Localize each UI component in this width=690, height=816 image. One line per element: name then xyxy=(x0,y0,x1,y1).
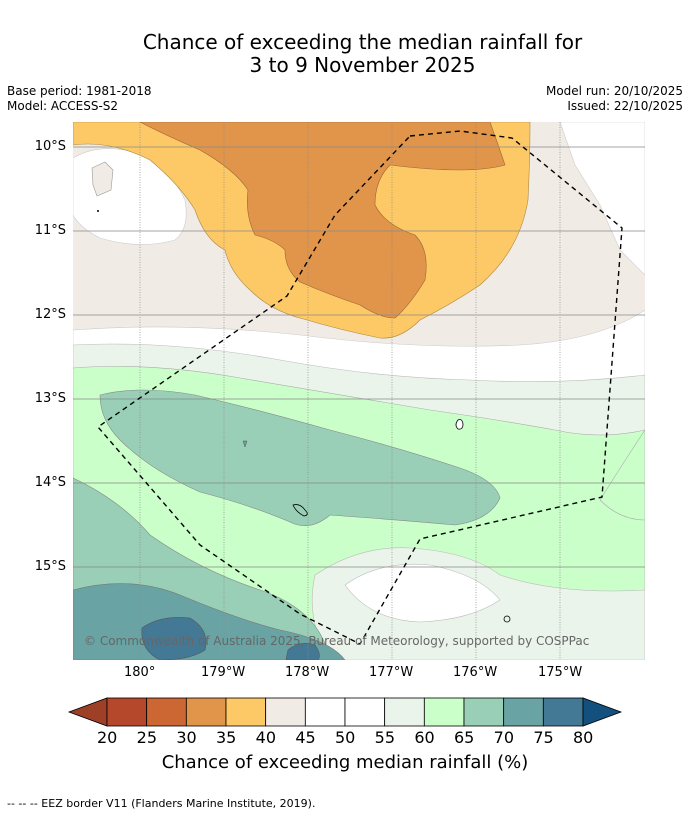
chart-title: Chance of exceeding the median rainfall … xyxy=(0,31,690,77)
title-line-1: Chance of exceeding the median rainfall … xyxy=(142,30,583,54)
colorbar-title: Chance of exceeding median rainfall (%) xyxy=(161,752,529,773)
lon-label: 179°W xyxy=(201,665,246,680)
lat-label: 15°S xyxy=(34,559,66,574)
model-run: Model run: 20/10/2025 xyxy=(545,84,683,98)
colorbar-tick-label: 35 xyxy=(216,728,237,747)
lon-label: 177°W xyxy=(369,665,414,680)
issued-date: Issued: 22/10/2025 xyxy=(567,99,683,113)
colorbar-cell xyxy=(146,697,187,727)
lat-label: 10°S xyxy=(34,139,66,154)
model-name: Model: ACCESS-S2 xyxy=(7,99,119,113)
meta-right: Model run: 20/10/2025 Issued: 22/10/2025 xyxy=(546,84,683,114)
lon-label: 178°W xyxy=(285,665,330,680)
band-60-65-right xyxy=(599,429,645,521)
lat-label: 11°S xyxy=(34,223,66,238)
colorbar-tick-label: 45 xyxy=(295,728,316,747)
base-period: Base period: 1981-2018 xyxy=(7,84,152,98)
rainfall-map xyxy=(73,122,645,660)
colorbar-cell xyxy=(423,697,465,727)
colorbar-cell xyxy=(106,697,148,727)
colorbar-cell xyxy=(542,697,584,727)
colorbar-tick-label: 40 xyxy=(255,728,277,747)
band-45-55-upper-right xyxy=(559,122,645,276)
colorbar-over-arrow xyxy=(582,697,623,727)
meta-left: Base period: 1981-2018 Model: ACCESS-S2 xyxy=(7,84,152,114)
colorbar-tick-label: 30 xyxy=(176,728,197,747)
colorbar-under-arrow xyxy=(67,697,108,727)
colorbar-tick-label: 20 xyxy=(97,728,118,747)
band-75-80-a xyxy=(141,617,207,660)
gridlines xyxy=(73,122,645,660)
colorbar-cell xyxy=(384,697,425,727)
colorbar-cell xyxy=(225,697,267,727)
band-30-35 xyxy=(139,122,506,319)
lon-label: 176°W xyxy=(453,665,498,680)
colorbar-tick-label: 70 xyxy=(493,728,515,747)
island-a xyxy=(455,419,464,430)
lon-label: 175°W xyxy=(538,665,583,680)
lon-label: 180° xyxy=(124,665,156,680)
colorbar-cell xyxy=(185,697,227,727)
copyright-notice: © Commonwealth of Australia 2025, Bureau… xyxy=(84,634,590,648)
lat-label: 14°S xyxy=(34,475,66,490)
lat-label: 12°S xyxy=(34,307,66,322)
colorbar-cell xyxy=(304,697,346,727)
island-c xyxy=(503,615,511,623)
colorbar-cell xyxy=(265,697,306,727)
colorbar-cell xyxy=(463,697,505,727)
small-patch xyxy=(91,161,114,197)
colorbar-tick-label: 80 xyxy=(573,728,594,747)
island-d xyxy=(242,440,248,448)
colorbar xyxy=(67,697,623,727)
island-b xyxy=(292,504,308,517)
band-65-70-mid xyxy=(99,389,501,527)
footnote: -- -- -- EEZ border V11 (Flanders Marine… xyxy=(7,797,316,810)
colorbar-tick-label: 60 xyxy=(414,728,435,747)
colorbar-tick-label: 55 xyxy=(374,728,396,747)
title-line-2: 3 to 9 November 2025 xyxy=(249,53,476,77)
colorbar-tick-label: 50 xyxy=(335,728,356,747)
colorbar-cell xyxy=(344,697,386,727)
island-e xyxy=(97,210,99,212)
colorbar-tick-label: 75 xyxy=(533,728,554,747)
band-75-80-b xyxy=(285,643,320,660)
eez-border xyxy=(96,130,623,645)
colorbar-tick-label: 25 xyxy=(136,728,158,747)
colorbar-cell xyxy=(503,697,544,727)
lat-label: 13°S xyxy=(34,391,66,406)
band-70-75 xyxy=(73,583,346,660)
colorbar-tick-label: 65 xyxy=(454,728,475,747)
